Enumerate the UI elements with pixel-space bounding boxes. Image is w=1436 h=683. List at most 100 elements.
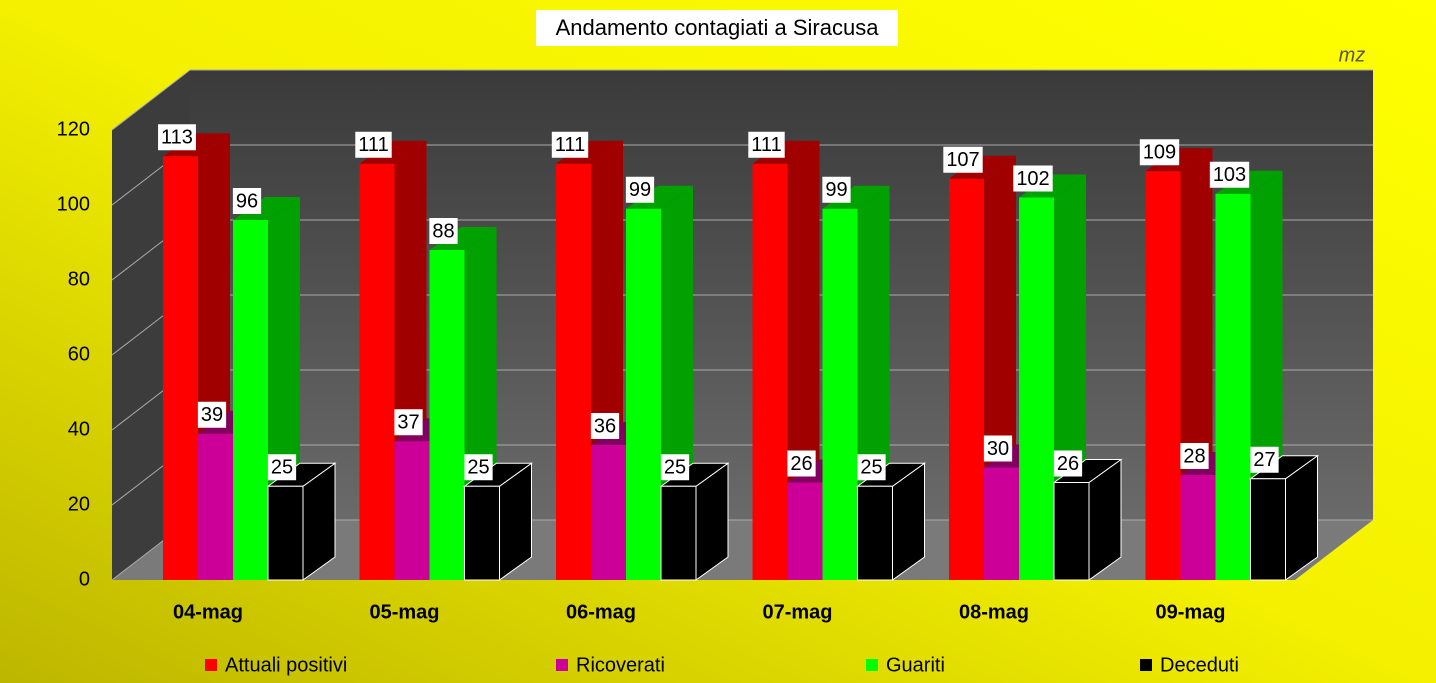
bar <box>1215 193 1251 580</box>
x-tick-label: 05-mag <box>369 601 439 623</box>
bar <box>949 178 984 580</box>
value-label: 113 <box>161 127 193 149</box>
value-label-box <box>158 124 196 151</box>
title-box <box>536 10 898 46</box>
value-label: 111 <box>358 134 388 156</box>
legend-label: Deceduti <box>1160 654 1239 676</box>
bar-top <box>233 197 300 220</box>
bar <box>1250 478 1286 581</box>
y-tick-label: 0 <box>79 568 90 590</box>
y-tick-label: 120 <box>57 118 90 140</box>
annotation: mz <box>1339 44 1366 66</box>
value-label-box <box>232 188 262 214</box>
bar <box>464 485 500 581</box>
value-label: 107 <box>946 149 979 171</box>
bar-top <box>626 185 693 209</box>
value-label-box <box>1013 165 1053 192</box>
value-label: 88 <box>432 220 454 242</box>
bar <box>163 156 198 580</box>
value-label: 37 <box>397 412 419 434</box>
bar <box>556 163 591 580</box>
chart-title: Andamento contagiati a Siracusa <box>556 15 880 40</box>
value-label-box <box>551 131 589 158</box>
value-label-box <box>197 401 227 428</box>
value-label: 99 <box>825 179 847 201</box>
value-label-box <box>1209 161 1250 188</box>
legend-marker <box>556 659 568 671</box>
bar <box>198 433 233 580</box>
value-label-box <box>267 454 297 481</box>
value-label-box <box>822 176 851 203</box>
value-label-box <box>429 218 458 244</box>
value-label-box <box>983 435 1013 462</box>
value-label-box <box>660 454 690 481</box>
value-label: 36 <box>594 415 616 437</box>
value-label-box <box>787 450 816 477</box>
y-tick-label: 20 <box>68 493 90 515</box>
value-label-box <box>355 131 392 158</box>
bar <box>233 220 268 580</box>
value-label: 25 <box>664 457 686 479</box>
y-tick-label: 40 <box>68 418 90 440</box>
x-tick-label: 09-mag <box>1155 601 1225 623</box>
y-tick-label: 80 <box>68 268 90 290</box>
value-label: 102 <box>1016 168 1049 190</box>
bar-top <box>752 140 820 164</box>
bar <box>1180 475 1216 580</box>
bar <box>359 163 395 580</box>
value-label: 109 <box>1143 142 1176 164</box>
legend-label: Guariti <box>886 654 945 676</box>
value-label: 26 <box>790 453 812 475</box>
bar-top <box>429 227 497 250</box>
value-label-box <box>943 146 983 173</box>
bar <box>394 441 430 580</box>
value-label: 30 <box>987 438 1009 460</box>
value-label-box <box>625 176 655 203</box>
bar <box>752 163 788 580</box>
value-label: 96 <box>236 190 258 212</box>
value-label: 26 <box>1057 453 1079 475</box>
value-label: 39 <box>201 404 223 426</box>
bar <box>429 250 465 580</box>
value-label: 99 <box>629 179 651 201</box>
bar <box>822 208 858 580</box>
bar <box>626 208 661 580</box>
bar-top <box>556 140 623 164</box>
value-label-box <box>590 413 620 439</box>
value-label-box <box>464 454 493 481</box>
value-label-box <box>857 454 886 481</box>
value-label: 25 <box>860 457 882 479</box>
bar-top <box>822 185 890 209</box>
bar <box>660 485 697 581</box>
x-tick-label: 04-mag <box>173 601 243 623</box>
bar <box>857 485 893 581</box>
x-tick-label: 07-mag <box>762 601 832 623</box>
value-label-box <box>1139 139 1180 166</box>
value-label-box <box>748 131 785 158</box>
bar <box>1053 482 1090 581</box>
legend-marker <box>866 659 878 671</box>
value-label: 25 <box>467 457 489 479</box>
value-label: 111 <box>555 134 585 156</box>
value-label-box <box>394 409 423 436</box>
legend-marker <box>205 659 217 671</box>
legend-label: Attuali positivi <box>225 654 347 676</box>
value-label: 25 <box>271 457 293 479</box>
bar-top <box>359 140 427 164</box>
y-tick-label: 100 <box>57 193 90 215</box>
value-label-box <box>1250 446 1279 473</box>
x-tick-label: 06-mag <box>566 601 636 623</box>
bar-top <box>163 133 230 157</box>
bar <box>1145 171 1181 580</box>
value-label-box <box>1053 450 1083 477</box>
legend-label: Ricoverati <box>576 654 665 676</box>
bar <box>267 485 304 581</box>
grid-line <box>111 69 191 131</box>
y-tick-label: 60 <box>68 343 90 365</box>
bar <box>1019 197 1054 580</box>
value-label-box <box>1180 443 1209 469</box>
legend-marker <box>1140 659 1152 671</box>
value-label: 111 <box>751 134 781 156</box>
bar <box>787 482 823 580</box>
